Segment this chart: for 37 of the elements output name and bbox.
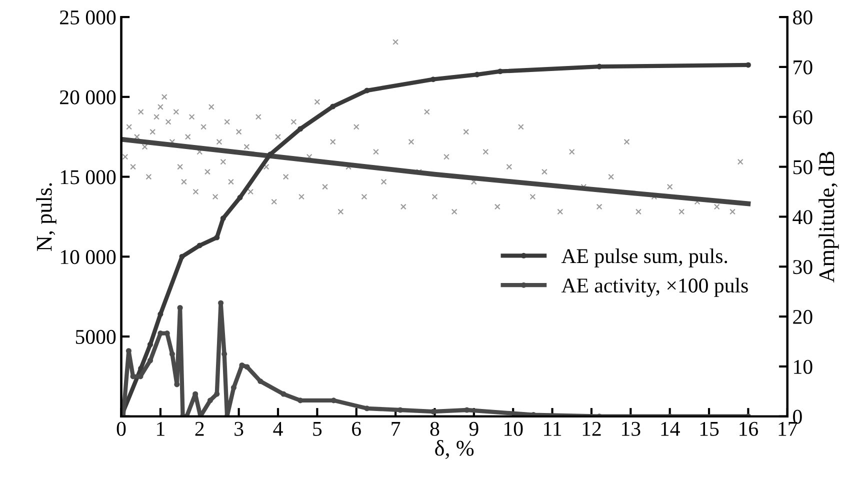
y-tick-label: 10 000 bbox=[60, 250, 116, 264]
y-axis-title: N, puls. bbox=[36, 183, 56, 251]
x-tick-label: 9 bbox=[469, 422, 478, 436]
y2-tick-label: 30 bbox=[793, 260, 812, 274]
x-tick-label: 2 bbox=[195, 422, 204, 436]
x-tick-label: 6 bbox=[352, 422, 361, 436]
legend-label: AE pulse sum, puls. bbox=[561, 248, 728, 268]
x-tick-label: 10 bbox=[504, 422, 523, 436]
x-axis-title: δ, % bbox=[435, 440, 474, 459]
y2-axis-title: Amplitude, dB bbox=[818, 152, 839, 283]
x-tick-label: 12 bbox=[582, 422, 601, 436]
x-tick-label: 5 bbox=[313, 422, 322, 436]
x-tick-label: 17 bbox=[778, 422, 798, 436]
x-tick-label: 14 bbox=[661, 422, 680, 436]
y-tick-label: 15 000 bbox=[60, 170, 116, 184]
y2-tick-label: 80 bbox=[793, 10, 812, 24]
y-tick-label: 5000 bbox=[76, 330, 116, 344]
y-tick-label: 20 000 bbox=[60, 90, 116, 104]
x-tick-label: 1 bbox=[157, 422, 164, 436]
x-tick-label: 11 bbox=[544, 422, 562, 436]
y2-tick-label: 60 bbox=[793, 110, 812, 124]
x-tick-label: 4 bbox=[273, 422, 283, 436]
y2-tick-label: 0 bbox=[793, 410, 802, 424]
x-tick-label: 3 bbox=[234, 422, 244, 436]
legend-label: AE activity, ×100 puls bbox=[561, 278, 748, 297]
y2-tick-label: 10 bbox=[794, 360, 812, 374]
x-tick-label: 7 bbox=[392, 422, 400, 436]
y2-tick-label: 50 bbox=[793, 160, 812, 174]
x-tick-label: 15 bbox=[700, 422, 719, 436]
y-tick-label: 25 000 bbox=[60, 10, 116, 24]
y2-tick-label: 20 bbox=[793, 310, 812, 324]
x-tick-label: 8 bbox=[430, 422, 440, 436]
x-tick-label: 0 bbox=[116, 422, 126, 436]
y2-tick-label: 70 bbox=[794, 60, 812, 74]
y2-tick-label: 40 bbox=[792, 210, 812, 224]
x-tick-label: 13 bbox=[622, 422, 640, 436]
x-tick-label: 16 bbox=[740, 422, 758, 436]
